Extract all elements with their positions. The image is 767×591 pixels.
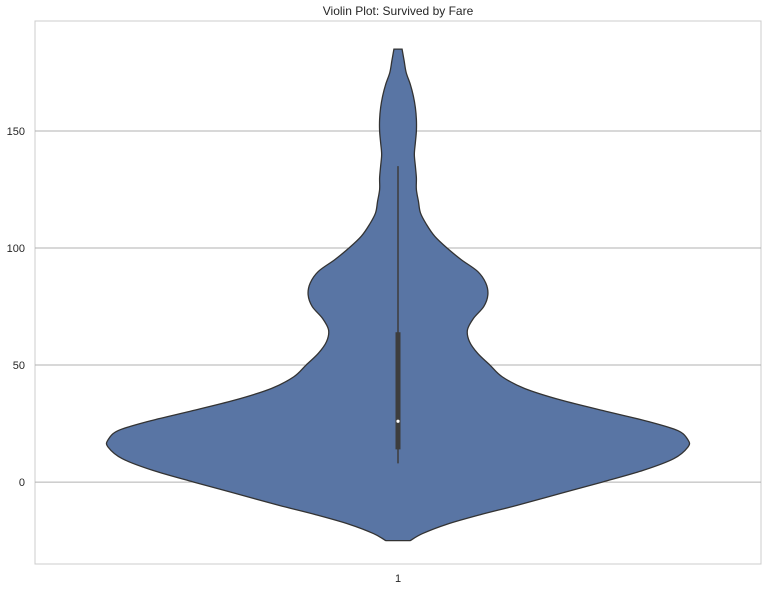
y-tick-label: 150 xyxy=(7,126,25,138)
median-dot xyxy=(396,419,400,423)
y-tick-label: 50 xyxy=(13,360,25,372)
violin-layer xyxy=(105,48,691,542)
y-tick-labels: 0 50 100 150 xyxy=(7,126,25,489)
y-tick-label: 0 xyxy=(19,477,25,489)
x-tick-label: 1 xyxy=(395,573,401,585)
y-tick-label: 100 xyxy=(7,243,25,255)
chart-title: Violin Plot: Survived by Fare xyxy=(323,4,474,18)
